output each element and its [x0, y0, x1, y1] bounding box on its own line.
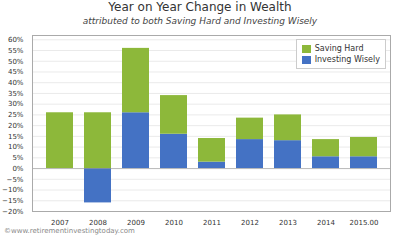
svg-text:35%: 35% — [8, 90, 24, 98]
svg-text:5%: 5% — [12, 154, 23, 162]
svg-text:2010: 2010 — [165, 219, 183, 227]
svg-text:40%: 40% — [8, 79, 24, 87]
svg-text:−5%: −5% — [7, 176, 24, 184]
svg-text:−10%: −10% — [2, 186, 24, 194]
svg-text:15%: 15% — [8, 133, 24, 141]
svg-text:2011: 2011 — [203, 219, 221, 227]
html-text:Year on Year Change in Wealth: Year on Year Change in Wealth — [108, 0, 292, 14]
html-text:Investing Wisely: Investing Wisely — [314, 55, 380, 64]
svg-text:2015.00: 2015.00 — [350, 219, 379, 227]
svg-text:2009: 2009 — [127, 219, 145, 227]
svg-text:2013: 2013 — [279, 219, 297, 227]
html-text:Saving Hard: Saving Hard — [314, 44, 364, 53]
svg-text:30%: 30% — [8, 100, 24, 108]
svg-text:45%: 45% — [8, 68, 24, 76]
html-text:attributed to both Saving Hard: attributed to both Saving Hard and Inves… — [82, 16, 318, 26]
svg-text:20%: 20% — [8, 122, 24, 130]
svg-text:2014: 2014 — [317, 219, 335, 227]
svg-text:−15%: −15% — [2, 197, 24, 205]
svg-text:10%: 10% — [8, 143, 24, 151]
svg-text:55%: 55% — [8, 47, 24, 55]
svg-text:25%: 25% — [8, 111, 24, 119]
svg-text:2007: 2007 — [51, 219, 69, 227]
svg-text:2012: 2012 — [241, 219, 259, 227]
svg-text:2008: 2008 — [89, 219, 107, 227]
svg-text:50%: 50% — [8, 57, 24, 65]
svg-text:60%: 60% — [8, 36, 24, 44]
svg-text:−20%: −20% — [2, 208, 24, 216]
html-text:©www.retirementinvestingtoday.: ©www.retirementinvestingtoday.com — [4, 227, 135, 235]
svg-text:0%: 0% — [12, 165, 23, 173]
